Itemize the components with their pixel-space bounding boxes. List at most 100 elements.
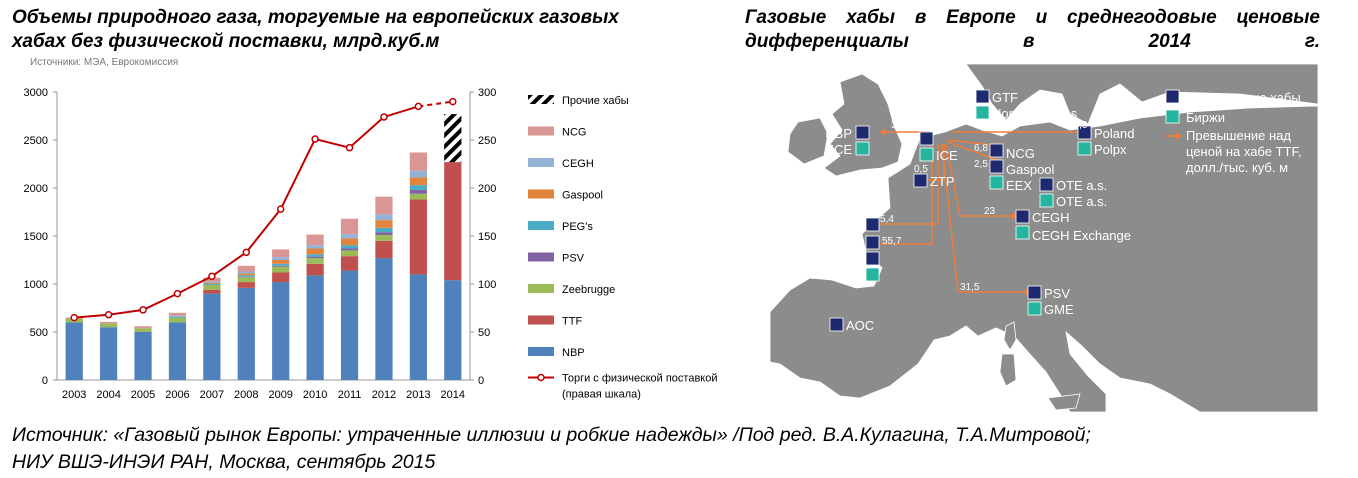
x-tick-label: 2009	[268, 389, 292, 401]
bar-segment	[134, 332, 152, 380]
diff-peg-sud: 55,7	[882, 236, 902, 247]
hub-peg-nord-icon	[865, 217, 880, 232]
y-tick-label: 2000	[24, 183, 48, 195]
x-tick-label: 2013	[406, 389, 430, 401]
footer-source: Источник: «Газовый рынок Европы: утрачен…	[12, 422, 1352, 476]
exchange-ice-nl-label: ICE	[936, 148, 958, 163]
bar-segment	[237, 287, 255, 380]
hub-ote-label: OTE a.s.	[1056, 178, 1107, 193]
bar-segment	[100, 327, 118, 380]
bar-segment	[340, 248, 359, 251]
hub-gaspool-label: Gaspool	[1006, 162, 1055, 177]
legend-swatch	[528, 158, 554, 167]
bar-segment	[134, 326, 152, 329]
bar-segment	[134, 328, 152, 332]
legend-swatch	[528, 284, 554, 293]
bar-segment	[375, 220, 393, 228]
x-tick-label: 2010	[303, 389, 327, 401]
exchange-powernext-label: Powernext	[801, 267, 863, 282]
bar-segment	[306, 234, 324, 246]
legend-label: Прочие хабы	[562, 95, 629, 107]
diff-poland: 27,8	[1068, 120, 1088, 131]
line-point	[311, 135, 319, 143]
land-corsica	[1003, 321, 1017, 351]
bar-segment	[409, 170, 427, 178]
legend-label: PEG's	[562, 221, 593, 233]
bar-segment	[168, 322, 187, 380]
bar-segment	[409, 185, 427, 190]
y-tick-label: 1000	[24, 279, 48, 291]
hub-tigf-icon	[865, 251, 880, 266]
map-title: Газовые хабы в Европе и среднегодовые це…	[745, 7, 1320, 52]
bar-segment	[237, 273, 255, 276]
line-point	[380, 113, 388, 121]
exchange-ice-uk-icon	[855, 141, 870, 156]
legend-label: NCG	[562, 127, 586, 139]
hub-peg-nord-label: PEG Nord	[803, 218, 862, 233]
land-scandinavia	[965, 64, 1318, 125]
bar-segment	[237, 277, 255, 283]
exchange-ote-label: OTE a.s.	[1056, 194, 1107, 209]
hub-ttf-label: TTF	[915, 116, 939, 131]
bar-segment	[444, 280, 462, 380]
x-tick-label: 2012	[372, 389, 396, 401]
bar-segment	[409, 199, 427, 275]
hub-aoc-label: AOC	[846, 318, 874, 333]
bar-segment	[340, 238, 359, 246]
bar-segment	[306, 256, 324, 259]
line-point	[276, 205, 285, 213]
premium-arrow	[945, 143, 1018, 217]
diff-peg-nord: 5,4	[880, 214, 894, 225]
line-point	[139, 306, 147, 314]
exchange-ote-icon	[1039, 193, 1054, 208]
exchange-eex-label: EEX	[1006, 178, 1032, 193]
legend-swatch	[528, 95, 554, 104]
legend-exchange-label: Биржи	[1186, 110, 1225, 125]
exchange-polpx-icon	[1077, 141, 1092, 156]
hub-poland-label: Poland	[1094, 126, 1134, 141]
y-tick-label: 0	[42, 375, 48, 387]
bar-segment	[272, 272, 290, 283]
bar-segment	[272, 282, 290, 380]
diff-gaspool: 2,5	[974, 159, 988, 170]
bar-segment	[168, 317, 187, 323]
exchange-gme-label: GME	[1044, 302, 1074, 317]
hub-ttf-icon	[919, 131, 934, 146]
bar-segment	[340, 234, 359, 239]
line-point	[208, 272, 216, 281]
bar-segment	[340, 270, 359, 380]
europe-gas-hubs-map: NBP ICE TTF ICE GTF Nord Pool Gas Poland Polpx N…	[770, 64, 1318, 412]
exchange-cegh-label: CEGH Exchange	[1032, 228, 1131, 243]
exchange-ice-nl-icon	[919, 147, 934, 162]
legend-arrow-head	[1176, 132, 1182, 140]
hub-ztp-icon	[913, 173, 928, 188]
physical-trade-line-dashed	[418, 100, 453, 108]
x-tick-label: 2005	[131, 389, 155, 401]
hub-cegh-icon	[1015, 209, 1030, 224]
bar-segment	[203, 293, 221, 380]
hub-gtf-icon	[975, 89, 990, 104]
y2-tick-label: 200	[478, 183, 496, 195]
diff-ncg: 6,8	[974, 143, 988, 154]
hub-ncg-label: NCG	[1006, 146, 1035, 161]
line-point	[70, 313, 78, 322]
legend-virtual-label: Виртуальные хабы	[1186, 90, 1301, 105]
exchange-nord-pool-icon	[975, 105, 990, 120]
line-point	[104, 310, 113, 319]
land-uk	[823, 73, 903, 177]
y2-tick-label: 50	[478, 327, 490, 339]
bar-segment	[409, 274, 427, 380]
bar-segment	[272, 260, 290, 264]
bar-segment	[340, 256, 359, 271]
bar-segment	[203, 284, 221, 290]
hub-gtf-label: GTF	[992, 90, 1018, 105]
bar-segment	[375, 240, 393, 259]
y-tick-label: 500	[30, 327, 48, 339]
bar-segment	[375, 235, 393, 241]
legend-virtual-icon	[1165, 89, 1180, 104]
bar-segment	[409, 177, 427, 186]
bar-segment	[340, 250, 359, 257]
bar-segment	[340, 245, 359, 249]
bar-segment	[203, 284, 221, 285]
